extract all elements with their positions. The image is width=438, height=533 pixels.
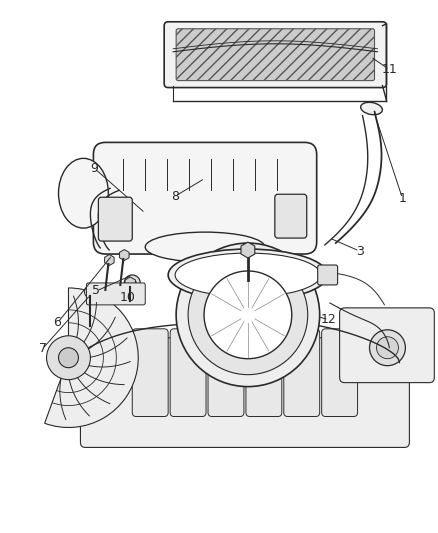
Ellipse shape — [360, 102, 382, 115]
Text: 13: 13 — [299, 262, 314, 274]
Ellipse shape — [145, 232, 265, 262]
FancyBboxPatch shape — [246, 329, 282, 416]
Text: 3: 3 — [356, 245, 364, 257]
Text: 12: 12 — [321, 313, 336, 326]
Circle shape — [217, 263, 227, 273]
FancyBboxPatch shape — [318, 265, 338, 285]
Circle shape — [128, 279, 136, 287]
Text: 9: 9 — [91, 162, 99, 175]
FancyBboxPatch shape — [208, 329, 244, 416]
Circle shape — [377, 337, 399, 359]
Ellipse shape — [59, 158, 108, 228]
Circle shape — [46, 336, 90, 379]
FancyBboxPatch shape — [275, 194, 307, 238]
Ellipse shape — [175, 253, 321, 297]
Circle shape — [370, 330, 406, 366]
Text: 11: 11 — [381, 63, 397, 76]
Text: 8: 8 — [171, 190, 179, 203]
FancyBboxPatch shape — [284, 329, 320, 416]
Circle shape — [176, 243, 320, 386]
Circle shape — [124, 275, 140, 291]
Circle shape — [85, 286, 96, 298]
FancyBboxPatch shape — [339, 308, 434, 383]
FancyBboxPatch shape — [132, 329, 168, 416]
FancyBboxPatch shape — [164, 22, 386, 87]
FancyBboxPatch shape — [99, 197, 132, 241]
Text: 7: 7 — [39, 342, 46, 355]
FancyBboxPatch shape — [321, 329, 357, 416]
Circle shape — [188, 255, 308, 375]
FancyBboxPatch shape — [176, 29, 374, 80]
Wedge shape — [45, 288, 138, 427]
Text: 6: 6 — [53, 316, 61, 329]
Circle shape — [59, 348, 78, 368]
Circle shape — [204, 271, 292, 359]
FancyBboxPatch shape — [86, 283, 145, 305]
FancyBboxPatch shape — [81, 338, 410, 447]
Text: 5: 5 — [92, 285, 100, 297]
FancyBboxPatch shape — [93, 142, 317, 254]
Text: 10: 10 — [119, 292, 135, 304]
Ellipse shape — [168, 249, 328, 301]
Text: 1: 1 — [399, 192, 406, 205]
FancyBboxPatch shape — [170, 329, 206, 416]
Text: 4: 4 — [180, 308, 188, 320]
